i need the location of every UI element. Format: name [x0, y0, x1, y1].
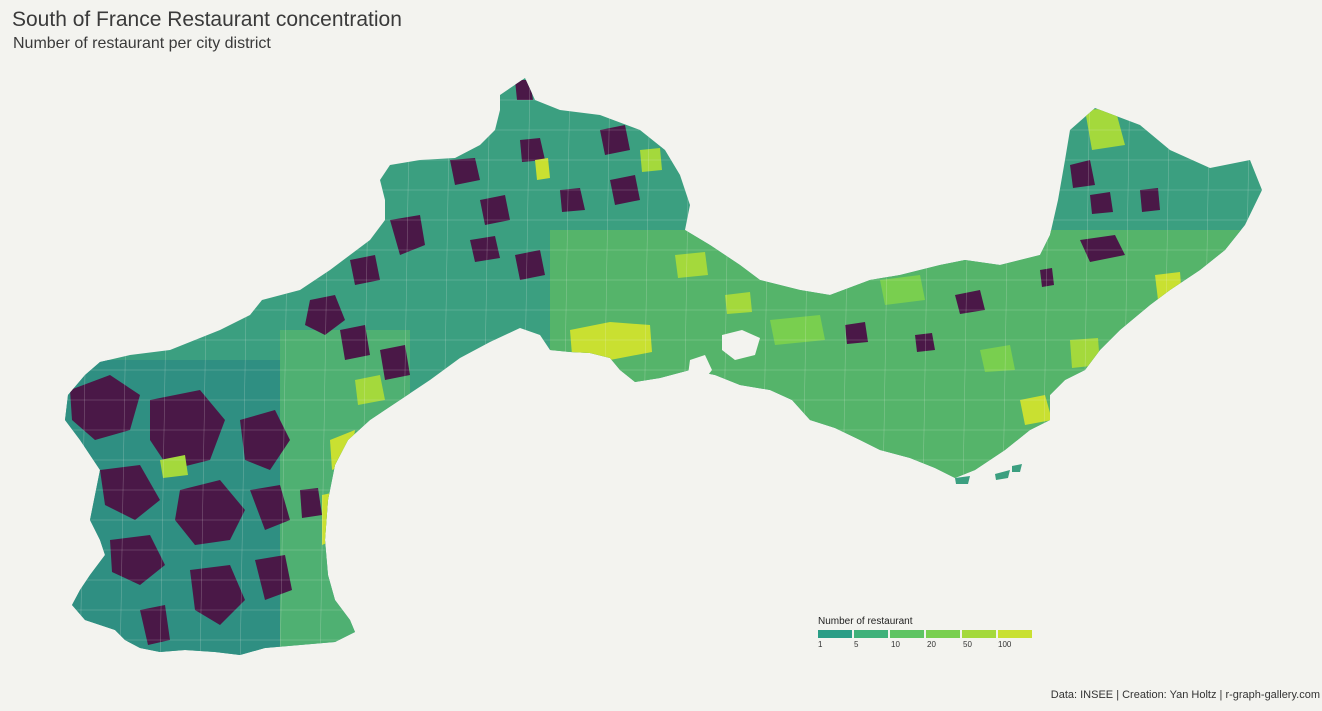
legend-title: Number of restaurant	[818, 616, 913, 627]
caption: Data: INSEE | Creation: Yan Holtz | r-gr…	[1050, 689, 1320, 701]
legend-labels: 1 5 10 20 50 100	[818, 640, 1032, 652]
legend-color-bar	[818, 630, 1032, 638]
legend-swatch	[926, 630, 960, 638]
legend-swatch	[890, 630, 924, 638]
legend-label: 100	[998, 640, 1012, 649]
no-restaurant-patches	[70, 80, 1160, 645]
legend-label: 20	[927, 640, 936, 649]
legend-label: 10	[891, 640, 900, 649]
lagoon-shape	[688, 355, 712, 385]
legend-label: 1	[818, 640, 823, 649]
lagoon-shape	[722, 330, 760, 360]
legend-swatch	[854, 630, 888, 638]
map-legend: Number of restaurant 1 5 10 20 50 100	[818, 616, 1032, 652]
legend-swatch	[998, 630, 1032, 638]
region-fill	[65, 78, 1262, 655]
legend-swatch	[818, 630, 852, 638]
map-subtitle: Number of restaurant per city district	[13, 35, 271, 52]
legend-label: 50	[963, 640, 972, 649]
legend-swatch	[962, 630, 996, 638]
map-title: South of France Restaurant concentration	[12, 8, 402, 31]
legend-label: 5	[854, 640, 859, 649]
islands	[955, 464, 1022, 484]
